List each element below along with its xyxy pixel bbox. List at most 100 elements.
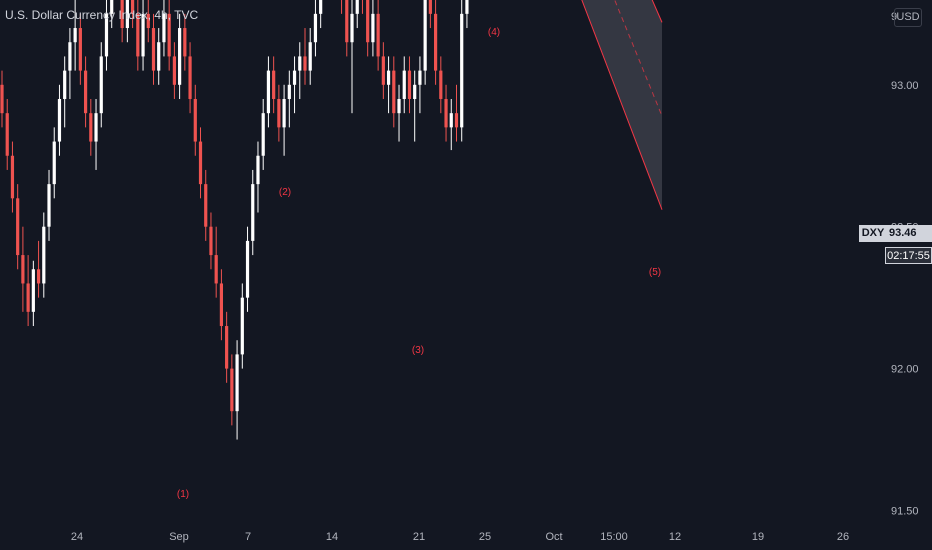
candle-body [16,198,20,256]
candle-body [261,113,265,156]
x-tick-label: Oct [545,531,562,543]
time-axis[interactable]: 24 Sep 7 14 21 25 Oct 15:00 12 19 26 [71,531,849,543]
last-price-tag: 93.46 [887,225,932,242]
candle-body [397,98,401,114]
candle-body [26,283,30,312]
candle-body [266,70,271,114]
candle-body [141,13,145,57]
candle-body [31,269,35,312]
candle-body [402,70,406,99]
candle-body [428,0,432,14]
price-channel [581,0,663,210]
candle-body [303,56,307,71]
x-tick-label: 26 [837,531,849,543]
candle-body [240,297,244,355]
wave-label: (5) [649,267,661,278]
candle-body [162,13,166,43]
candle-body [350,13,354,43]
candle-body [251,184,255,241]
wave-label: (2) [279,187,291,198]
candle-body [272,70,276,99]
candle-body [204,184,208,227]
candle-body [73,28,77,43]
candle-body [460,13,464,128]
candle-body [454,113,459,128]
candles [0,0,469,440]
candle-body [110,0,114,14]
candle-body [183,28,187,57]
candle-body [444,98,448,128]
wave-labels: (1) (2) (3) (4) (5) [177,27,661,500]
candle-body [371,13,375,43]
candle-body [47,184,51,227]
candle-body [345,0,349,43]
candle-body [157,42,161,71]
candle-body [193,98,197,142]
candle-body [151,28,156,71]
candle-body [120,0,124,29]
candle-body [209,226,213,256]
candle-body [172,56,176,85]
candle-body [68,42,72,71]
y-tick-label: 93.00 [891,80,919,92]
candle-body [277,98,281,128]
candle-body [0,84,4,114]
candle-body [188,56,192,99]
candle-body [36,269,41,284]
candle-body [78,28,82,71]
candle-body [381,56,385,85]
candle-body [308,42,312,71]
candle-body [5,113,9,156]
candle-body [386,70,391,85]
candle-body [256,155,260,185]
candle-body [10,155,15,199]
candle-body [146,13,150,29]
x-tick-label: 14 [326,531,338,543]
candle-body [449,113,453,128]
candle-body [366,0,370,43]
candle-body [413,84,417,99]
candle-body [198,141,203,185]
currency-button[interactable]: USD [894,8,922,27]
candle-body [89,113,93,142]
x-tick-label: 7 [245,531,251,543]
bar-countdown: 02:17:55 [885,247,932,264]
channel-lower-line [581,0,663,210]
candle-body [99,56,103,114]
candle-body [418,70,422,85]
candle-body [292,70,297,85]
candle-body [287,84,291,99]
x-tick-label: Sep [169,531,189,543]
candle-body [125,0,129,29]
candle-body [57,98,62,142]
candle-body [376,13,380,57]
candle-body [214,255,218,284]
x-tick-label: 21 [413,531,425,543]
candle-body [313,13,318,43]
candle-body [245,240,250,298]
candle-body [465,0,469,14]
candle-body [282,98,286,128]
candle-body [104,13,109,57]
wave-label: (1) [177,489,189,500]
x-tick-label: 24 [71,531,83,543]
x-tick-label: 19 [752,531,764,543]
y-tick-label: 92.00 [891,364,919,376]
candle-body [94,113,98,142]
x-tick-label: 15:00 [600,531,628,543]
x-tick-label: 12 [669,531,681,543]
wave-label: (3) [412,345,424,356]
candle-body [392,70,396,114]
candle-body [42,226,46,284]
candle-body [407,70,412,99]
symbol-tag: DXY [859,225,887,242]
candle-body [178,28,182,85]
candle-body [439,70,443,99]
channel-mid-line [614,0,663,117]
candle-body [219,283,224,327]
candle-body [225,326,229,369]
candle-body [167,13,171,57]
y-tick-label: 91.50 [891,506,919,518]
